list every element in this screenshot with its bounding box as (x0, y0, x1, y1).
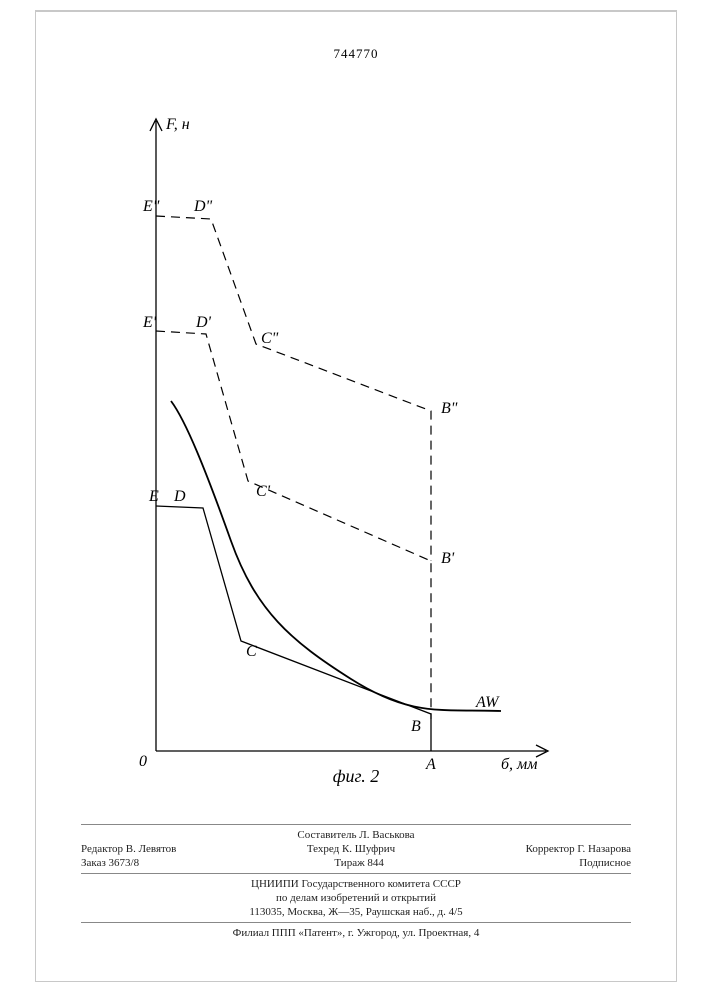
curve-edcba (156, 506, 431, 751)
footer-tirage: Тираж 844 (334, 857, 384, 869)
footer-row-2: Заказ 3673/8 Тираж 844 Подписное (81, 857, 631, 869)
figure-caption: фиг. 2 (36, 766, 676, 787)
label-B2: B" (441, 400, 458, 417)
label-D: D (173, 488, 186, 505)
footer-order: Заказ 3673/8 (81, 857, 139, 869)
footer-org2: по делам изобретений и открытий (81, 892, 631, 904)
label-C: C (246, 643, 257, 660)
figure-chart: F, н б, мм 0 E" D" E' D' C" E D C' B" B'… (131, 111, 561, 781)
label-C1: C' (256, 483, 271, 500)
footer-editor: Редактор В. Левятов (81, 843, 176, 855)
label-D1: D' (195, 314, 212, 331)
label-E1: E' (142, 314, 157, 331)
label-AW: AW (475, 694, 500, 711)
label-B: B (411, 718, 421, 735)
footer-rule-2 (81, 873, 631, 874)
footer-org1: ЦНИИПИ Государственного комитета СССР (81, 878, 631, 890)
footer-row-1: Редактор В. Левятов Техред К. Шуфрич Кор… (81, 843, 631, 855)
page-frame: 744770 F, н б, мм 0 E" D" E' D' (35, 10, 677, 982)
footer-block: Составитель Л. Васькова Редактор В. Левя… (81, 820, 631, 941)
label-C2: C" (261, 330, 279, 347)
label-B1: B' (441, 550, 455, 567)
footer-corrector: Корректор Г. Назарова (526, 843, 631, 855)
label-E: E (148, 488, 159, 505)
footer-rule-1 (81, 824, 631, 825)
top-rule (36, 11, 676, 12)
footer-rule-3 (81, 922, 631, 923)
label-E2: E" (142, 198, 160, 215)
document-number: 744770 (36, 46, 676, 62)
y-axis-label: F, н (165, 116, 190, 133)
footer-addr2: Филиал ППП «Патент», г. Ужгород, ул. Про… (81, 927, 631, 939)
footer-techred: Техред К. Шуфрич (307, 843, 395, 855)
footer-signed: Подписное (579, 857, 631, 869)
footer-compiler: Составитель Л. Васькова (81, 829, 631, 841)
footer-addr1: 113035, Москва, Ж—35, Раушская наб., д. … (81, 906, 631, 918)
chart-svg: F, н б, мм 0 E" D" E' D' C" E D C' B" B'… (131, 111, 561, 781)
curve-edcb-double-prime (156, 216, 431, 561)
label-D2: D" (193, 198, 213, 215)
